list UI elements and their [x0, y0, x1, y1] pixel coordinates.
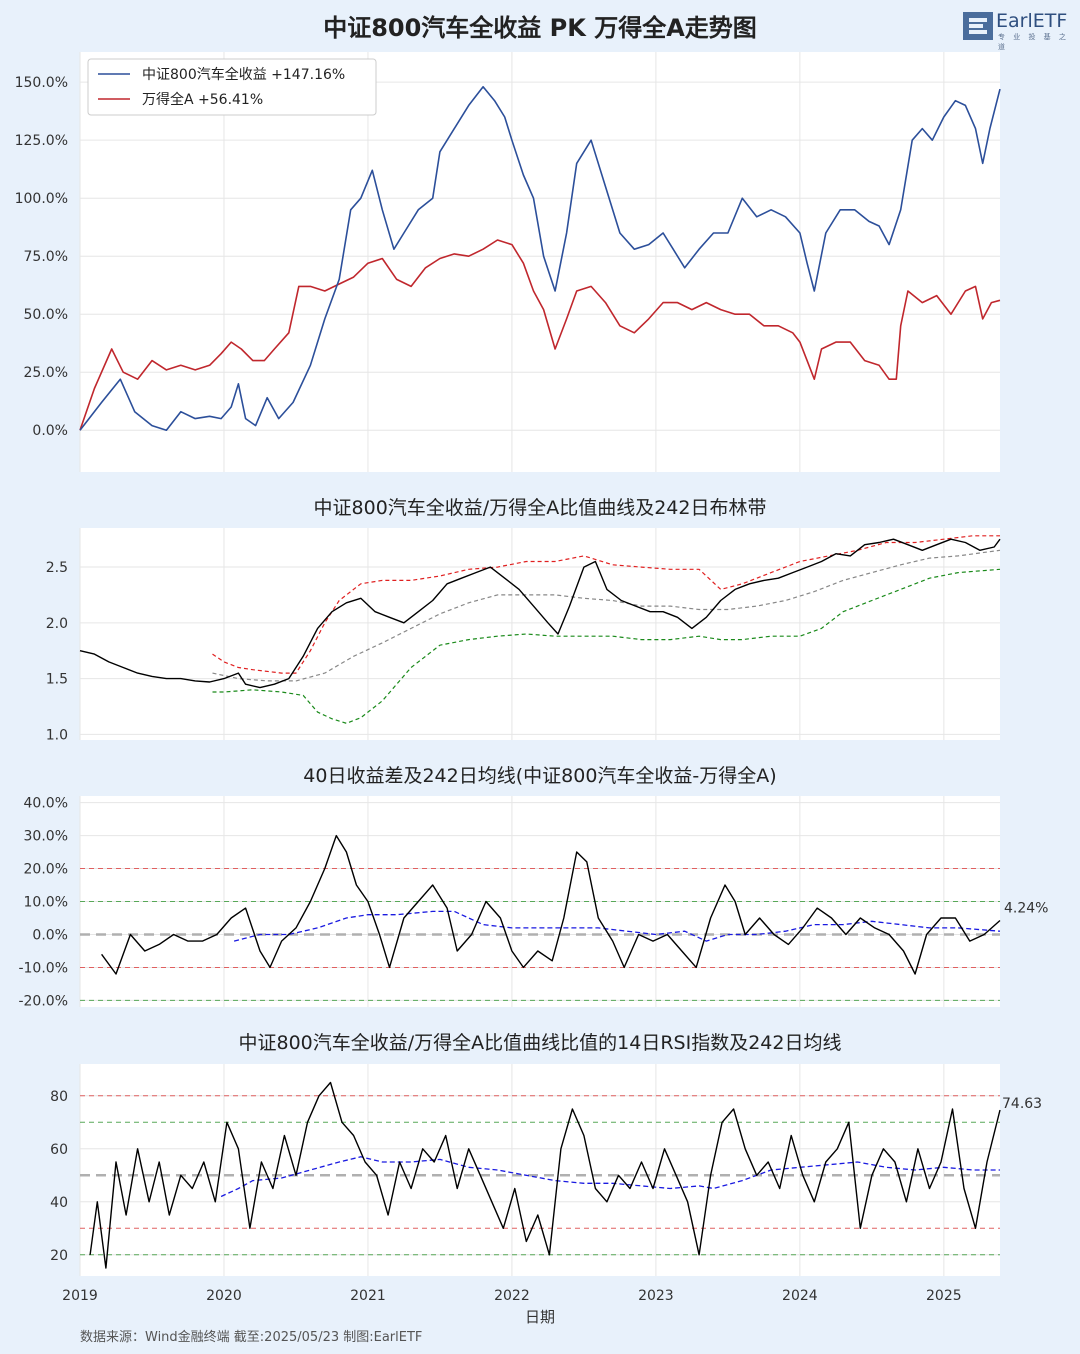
x-tick-label: 2019 [62, 1288, 98, 1304]
panel2-plot-area [80, 528, 1000, 740]
panel4-title: 中证800汽车全收益/万得全A比值曲线比值的14日RSI指数及242日均线 [238, 1032, 842, 1054]
panel1-y-tick-label: 150.0% [15, 75, 68, 91]
x-tick-label: 2023 [638, 1288, 674, 1304]
panel3-y-tick-label: -10.0% [18, 960, 68, 976]
panel4-y-tick-label: 20 [50, 1248, 68, 1264]
x-tick-label: 2021 [350, 1288, 386, 1304]
panel4-y-tick-label: 60 [50, 1142, 68, 1158]
panel3-y-tick-label: 0.0% [32, 927, 68, 943]
panel1-y-tick-label: 125.0% [15, 133, 68, 149]
x-tick-label: 2025 [926, 1288, 962, 1304]
return-diff-line [101, 834, 1001, 975]
panel2-title: 中证800汽车全收益/万得全A比值曲线及242日布林带 [313, 497, 767, 519]
panel3-y-tick-label: 20.0% [24, 862, 68, 878]
windall-a-line [79, 239, 1001, 431]
bollinger-upper-line [212, 535, 1000, 674]
panel3-y-tick-label: 10.0% [24, 895, 68, 911]
diff-ma242-line [233, 910, 1001, 942]
legend-entry-wind: 万得全A +56.41% [142, 91, 263, 108]
last-value-label: 74.63 [1002, 1096, 1042, 1112]
panel1-y-tick-label: 0.0% [32, 423, 68, 439]
rsi-ma242-line [220, 1156, 1000, 1198]
earletf-logo: EarlETF 专 业 投 基 之 道 [962, 10, 1074, 51]
panel2-y-tick-label: 1.5 [46, 672, 68, 688]
panel4-plot-area [80, 1064, 1000, 1276]
bollinger-lower-line [212, 568, 1001, 724]
panel4-y-tick-label: 80 [50, 1089, 68, 1105]
panel1-y-tick-label: 25.0% [24, 365, 68, 381]
panel2-y-tick-label: 2.5 [46, 560, 68, 576]
logo-icon [963, 12, 993, 40]
x-tick-label: 2024 [782, 1288, 818, 1304]
panel3-y-tick-label: -20.0% [18, 993, 68, 1009]
logo-text: EarlETF [996, 10, 1068, 32]
x-tick-label: 2022 [494, 1288, 530, 1304]
panel1-y-tick-label: 75.0% [24, 249, 68, 265]
panel1-y-tick-label: 100.0% [15, 191, 68, 207]
legend-box [87, 58, 377, 116]
panel3-title: 40日收益差及242日均线(中证800汽车全收益-万得全A) [303, 765, 777, 787]
panel2-y-tick-label: 1.0 [46, 727, 68, 743]
panel4-y-tick-label: 40 [50, 1195, 68, 1211]
panel3-y-tick-label: 30.0% [24, 829, 68, 845]
data-source-note: 数据来源：Wind金融终端 截至:2025/05/23 制图:EarlETF [80, 1330, 423, 1345]
rsi-line [89, 1081, 1001, 1269]
last-value-label: 4.24% [1004, 900, 1048, 916]
main-title: 中证800汽车全收益 PK 万得全A走势图 [323, 14, 757, 42]
panel3-y-tick-label: 40.0% [24, 796, 68, 812]
panel1-y-tick-label: 50.0% [24, 307, 68, 323]
x-axis-label: 日期 [524, 1308, 555, 1326]
auto-index-line [79, 86, 1001, 431]
x-tick-label: 2020 [206, 1288, 242, 1304]
panel2-y-tick-label: 2.0 [46, 616, 68, 632]
legend-entry-auto: 中证800汽车全收益 +147.16% [142, 66, 345, 83]
ratio-line [79, 538, 1001, 689]
logo-subtitle: 专 业 投 基 之 道 [998, 33, 1069, 51]
